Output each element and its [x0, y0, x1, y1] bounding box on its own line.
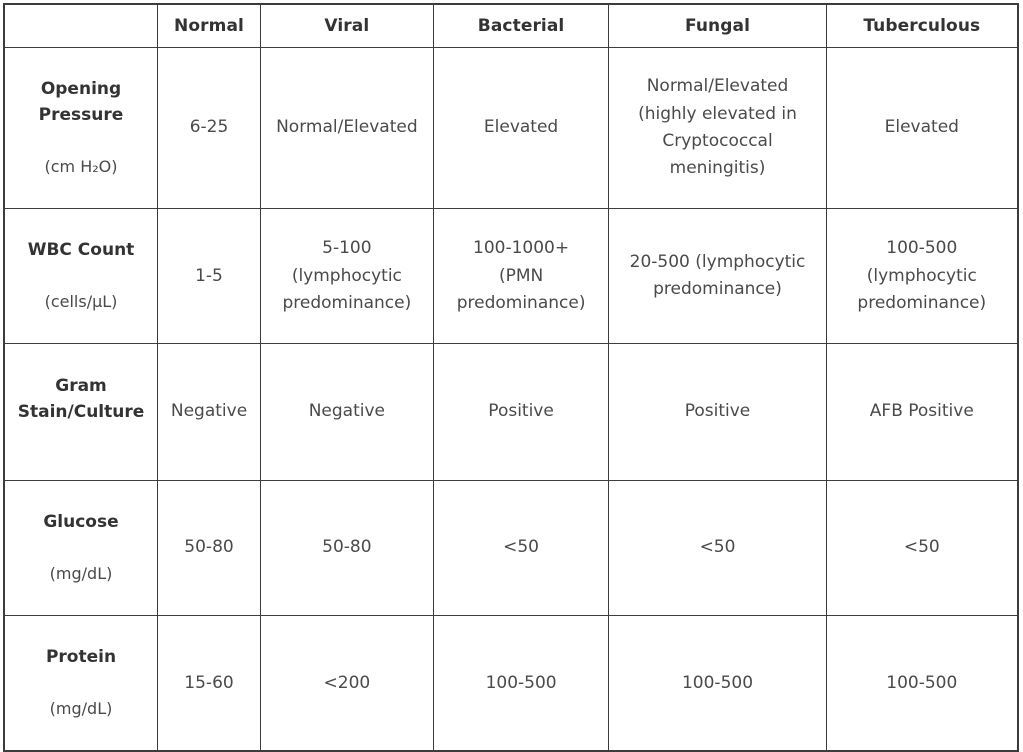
corner-cell [3, 3, 158, 48]
row-label-gram-stain-culture: Gram Stain/Culture [3, 343, 158, 481]
table-cell: Positive [432, 343, 610, 481]
table-cell: Negative [260, 343, 434, 481]
table-cell: 100-500 [432, 615, 610, 752]
row-label-unit: (cm H₂O) [44, 156, 118, 176]
column-header-bacterial: Bacterial [432, 3, 610, 48]
table-cell: Positive [608, 343, 827, 481]
table-cell: 20-500 (lymphocytic predominance) [608, 208, 827, 345]
table-cell: 5-100 (lymphocytic predominance) [260, 208, 434, 345]
table-cell: 100-500 [825, 615, 1019, 752]
row-label-unit: (mg/dL) [49, 563, 113, 583]
column-header-fungal: Fungal [608, 3, 827, 48]
table-cell: AFB Positive [825, 343, 1019, 481]
table-cell: 6-25 [156, 46, 262, 210]
column-header-viral: Viral [260, 3, 434, 48]
csf-analysis-table: Normal Viral Bacterial Fungal Tuberculou… [3, 3, 1019, 752]
row-label-text: Gram Stain/Culture [17, 375, 145, 422]
row-label-opening-pressure: Opening Pressure (cm H₂O) [3, 46, 158, 210]
column-header-tuberculous: Tuberculous [825, 3, 1019, 48]
table-cell: 100-500 (lymphocytic predominance) [825, 208, 1019, 345]
row-label-protein: Protein (mg/dL) [3, 615, 158, 752]
table-cell: 15-60 [156, 615, 262, 752]
row-label-text: Opening Pressure [38, 78, 124, 126]
table-cell: Normal/Elevated (highly elevated in Cryp… [608, 46, 827, 210]
column-header-normal: Normal [156, 3, 262, 48]
table-cell: <200 [260, 615, 434, 752]
row-label-unit: (cells/μL) [44, 292, 118, 312]
table-row-wbc-count: WBC Count (cells/μL) 1-5 5-100 (lymphocy… [3, 208, 1019, 345]
table-row-opening-pressure: Opening Pressure (cm H₂O) 6-25 Normal/El… [3, 46, 1019, 210]
row-label-text: Protein [45, 647, 117, 668]
table-cell: 100-1000+ (PMN predominance) [432, 208, 610, 345]
page: Normal Viral Bacterial Fungal Tuberculou… [3, 3, 1019, 752]
table-cell: Normal/Elevated [260, 46, 434, 210]
row-label-unit: (mg/dL) [49, 699, 113, 719]
table-row-gram-stain-culture: Gram Stain/Culture Negative Negative Pos… [3, 343, 1019, 481]
table-cell: Negative [156, 343, 262, 481]
header-row: Normal Viral Bacterial Fungal Tuberculou… [3, 3, 1019, 48]
row-label-text: WBC Count [27, 240, 135, 261]
table-cell: 100-500 [608, 615, 827, 752]
table-cell: 1-5 [156, 208, 262, 345]
table-cell: Elevated [825, 46, 1019, 210]
table-cell: Elevated [432, 46, 610, 210]
row-label-text: Glucose [43, 512, 119, 533]
table-row-protein: Protein (mg/dL) 15-60 <200 100-500 100-5… [3, 615, 1019, 752]
row-label-wbc-count: WBC Count (cells/μL) [3, 208, 158, 345]
